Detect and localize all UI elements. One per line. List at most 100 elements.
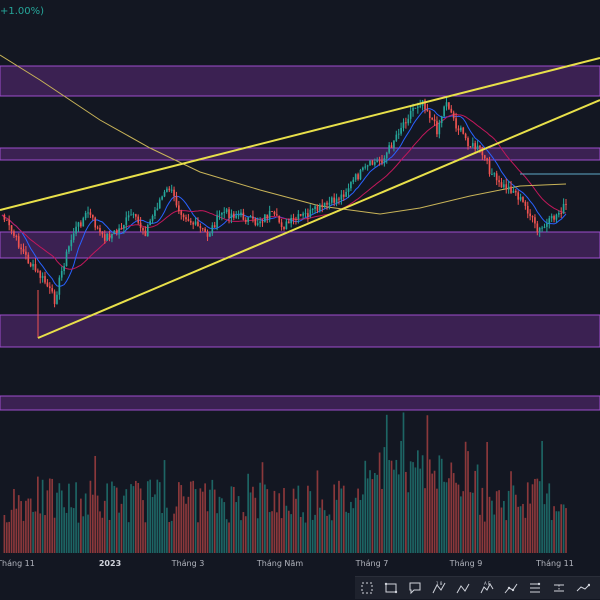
candle-body xyxy=(261,221,264,223)
volume-bar xyxy=(546,493,548,553)
volume-bar xyxy=(436,488,438,553)
volume-bar xyxy=(285,505,288,553)
volume-bar xyxy=(44,515,46,553)
elliott-wave-icon[interactable]: A E xyxy=(475,577,499,599)
pattern-icon[interactable] xyxy=(451,577,475,599)
volume-bar xyxy=(58,483,61,553)
volume-bar xyxy=(448,478,450,553)
candle-body xyxy=(32,264,34,267)
candle-body xyxy=(426,109,429,112)
volume-bar xyxy=(39,513,42,553)
volume-bar xyxy=(37,476,39,553)
forecast-icon[interactable] xyxy=(571,577,595,599)
volume-bar xyxy=(565,508,567,553)
volume-bar xyxy=(390,460,393,553)
x-axis: Tháng 11 2023 Tháng 3 Tháng Năm Tháng 7 … xyxy=(0,555,600,573)
candle-body xyxy=(204,228,206,233)
candle-body xyxy=(17,236,20,248)
path-icon[interactable] xyxy=(499,577,523,599)
volume-bar xyxy=(13,488,15,553)
candle-body xyxy=(72,233,75,240)
volume-bar xyxy=(106,483,108,553)
volume-bar xyxy=(249,492,252,553)
volume-bar xyxy=(111,481,113,553)
candle-body xyxy=(161,196,163,200)
rectangle-icon[interactable] xyxy=(379,577,403,599)
candle-body xyxy=(252,216,254,219)
candle-body xyxy=(330,197,333,203)
volume-bar xyxy=(142,500,144,553)
candle-body xyxy=(450,108,453,113)
candle-body xyxy=(146,225,149,237)
volume-bar xyxy=(405,471,407,553)
candle-body xyxy=(498,180,500,183)
volume-bars xyxy=(3,412,567,553)
volume-bar xyxy=(292,488,295,553)
select-rect-icon[interactable] xyxy=(355,577,379,599)
volume-bar xyxy=(27,498,30,553)
volume-bar xyxy=(452,473,455,553)
volume-bar xyxy=(283,488,285,553)
candle-body xyxy=(166,188,168,192)
candle-body xyxy=(309,209,312,217)
volume-bar xyxy=(77,522,80,553)
candle-body xyxy=(82,218,85,227)
volume-bar xyxy=(108,519,111,553)
volume-bar xyxy=(232,486,235,553)
candle-body xyxy=(407,118,410,124)
volume-bar xyxy=(199,488,202,553)
candle-body xyxy=(158,199,161,209)
volume-bar xyxy=(407,492,410,553)
volume-bar xyxy=(273,490,276,553)
volume-bar xyxy=(178,482,180,553)
volume-bar xyxy=(287,510,290,553)
fib-icon[interactable]: 1 8 xyxy=(427,577,451,599)
candle-body xyxy=(115,230,118,233)
volume-bar xyxy=(510,471,512,553)
candle-body xyxy=(512,190,515,193)
volume-bar xyxy=(120,503,123,553)
candle-body xyxy=(39,271,42,278)
candle-body xyxy=(194,221,197,225)
candle-body xyxy=(182,214,185,218)
volume-bar xyxy=(514,494,517,553)
callout-icon[interactable] xyxy=(403,577,427,599)
candle-body xyxy=(151,215,154,221)
candle-body xyxy=(479,145,481,148)
candle-body xyxy=(507,186,510,190)
candle-body xyxy=(307,213,309,217)
volume-bar xyxy=(347,512,350,553)
candle-body xyxy=(201,228,204,230)
volume-bar xyxy=(185,503,187,553)
candle-body xyxy=(536,223,539,232)
volume-bar xyxy=(534,478,536,553)
candle-body xyxy=(514,190,517,193)
candle-body xyxy=(381,160,383,163)
candlesticks xyxy=(3,97,567,338)
volume-bar xyxy=(354,497,357,553)
volume-bar xyxy=(168,522,171,553)
volume-bar xyxy=(491,500,493,553)
volume-bar xyxy=(419,468,422,553)
candle-body xyxy=(541,227,543,229)
candle-body xyxy=(357,174,359,180)
projection-icon[interactable] xyxy=(547,577,571,599)
volume-bar xyxy=(481,487,484,553)
candle-body xyxy=(51,288,54,292)
volume-bar xyxy=(75,482,77,553)
zone-rect xyxy=(0,65,600,97)
candle-body xyxy=(428,111,431,118)
candle-body xyxy=(264,214,266,222)
candle-body xyxy=(464,133,467,139)
candle-body xyxy=(123,224,125,229)
candle-body xyxy=(125,217,128,225)
candle-body xyxy=(175,195,178,206)
long-position-icon[interactable] xyxy=(523,577,547,599)
volume-bar xyxy=(366,478,369,553)
trendlines[interactable] xyxy=(0,57,600,339)
volume-bar xyxy=(345,511,347,553)
volume-bar xyxy=(402,412,405,553)
volume-bar xyxy=(393,469,395,553)
volume-bar xyxy=(166,507,168,553)
